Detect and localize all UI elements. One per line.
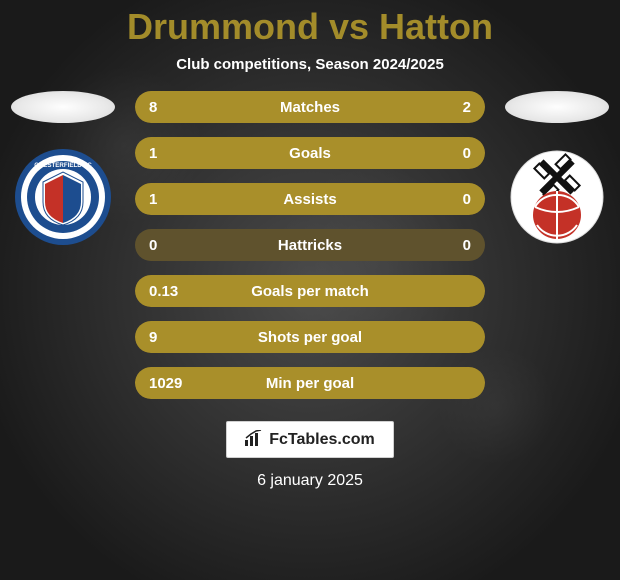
stat-right-value: 0 [463,191,471,208]
stat-label: Shots per goal [258,329,362,346]
date-text: 6 january 2025 [257,472,363,490]
stat-label: Goals per match [251,283,369,300]
stat-label: Matches [280,99,340,116]
stat-label: Assists [283,191,336,208]
club-badge-left: CHESTERFIELD FC [13,147,113,247]
chesterfield-badge-icon: CHESTERFIELD FC [13,147,113,247]
stat-right-value: 0 [463,145,471,162]
stat-bars: 8 Matches 2 1 Goals 0 1 Assists 0 0 Hattricks 0 0.13… [135,91,485,399]
stat-label: Min per goal [266,375,354,392]
page-title: Drummond vs Hatton [127,6,493,48]
svg-text:CHESTERFIELD FC: CHESTERFIELD FC [34,162,92,169]
content-wrapper: Drummond vs Hatton Club competitions, Se… [0,0,620,580]
stat-bar: 1 Assists 0 [135,183,485,215]
right-player-column [497,91,617,247]
player-silhouette-right [505,91,609,123]
stat-left-value: 0 [149,237,157,254]
stat-left-value: 1 [149,145,157,162]
stat-label: Hattricks [278,237,342,254]
stat-bar: 1029 Min per goal [135,367,485,399]
stat-bar: 0 Hattricks 0 [135,229,485,261]
fctables-logo: FcTables.com [226,421,394,458]
fctables-logo-text: FcTables.com [269,431,375,449]
stat-right-value: 0 [463,237,471,254]
player-silhouette-left [11,91,115,123]
subtitle: Club competitions, Season 2024/2025 [176,56,444,73]
stat-bar: 8 Matches 2 [135,91,485,123]
stat-left-value: 8 [149,99,157,116]
stat-bar-fill-right [412,91,486,123]
stat-bar: 1 Goals 0 [135,137,485,169]
stat-left-value: 9 [149,329,157,346]
stat-left-value: 1029 [149,375,182,392]
stat-left-value: 0.13 [149,283,178,300]
stat-bar: 0.13 Goals per match [135,275,485,307]
main-row: CHESTERFIELD FC 8 Matches 2 1 Goals 0 1 Assists… [0,91,620,399]
stat-bar-fill-left [135,91,412,123]
stat-left-value: 1 [149,191,157,208]
stat-right-value: 2 [463,99,471,116]
left-player-column: CHESTERFIELD FC [3,91,123,247]
club-badge-right [507,147,607,247]
chart-icon [245,430,263,449]
stat-bar: 9 Shots per goal [135,321,485,353]
stat-label: Goals [289,145,331,162]
rotherham-badge-icon [507,147,607,247]
